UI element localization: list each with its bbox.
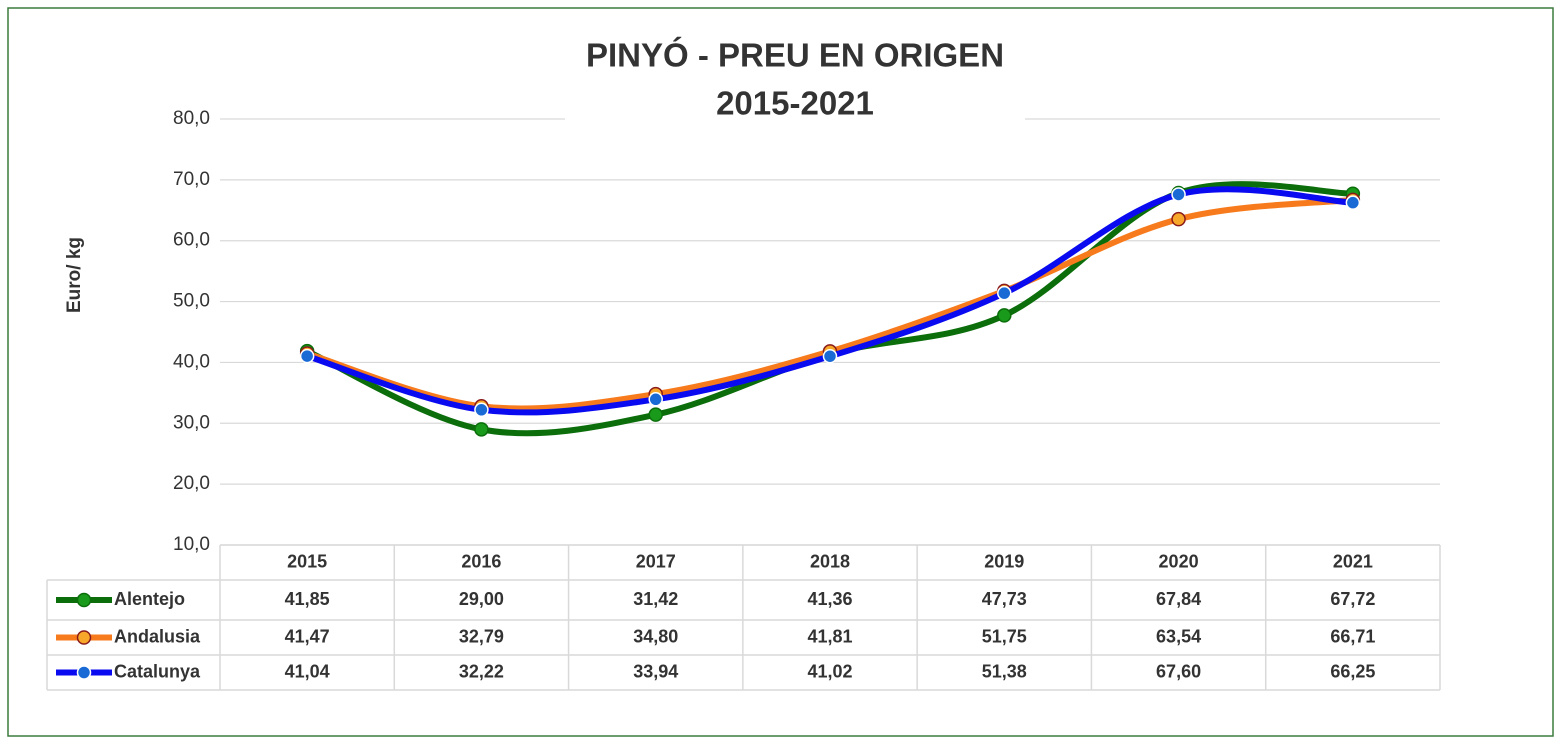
x-tick-label: 2016 [461, 551, 501, 571]
data-point [648, 407, 663, 422]
legend-marker [76, 665, 92, 680]
data-point [1171, 211, 1186, 227]
table-value: 34,80 [633, 626, 678, 646]
y-tick-label: 70,0 [173, 169, 210, 190]
data-point [299, 348, 315, 364]
data-point [822, 348, 838, 364]
table-value: 67,60 [1156, 661, 1201, 681]
y-axis-label: Euro/ kg [64, 237, 85, 313]
y-tick-label: 50,0 [173, 291, 210, 312]
data-point [997, 308, 1012, 323]
table-value: 51,38 [982, 661, 1027, 681]
table-value: 66,25 [1330, 661, 1375, 681]
table-value: 33,94 [633, 661, 678, 681]
y-tick-label: 80,0 [173, 108, 210, 129]
y-tick-label: 40,0 [173, 351, 210, 372]
y-tick-label: 60,0 [173, 230, 210, 251]
title-background [565, 30, 1025, 135]
data-point [997, 285, 1012, 301]
x-tick-label: 2015 [287, 551, 327, 571]
y-tick-label: 10,0 [173, 534, 210, 555]
table-value: 29,00 [459, 589, 504, 609]
table-value: 66,71 [1330, 626, 1375, 646]
y-tick-label: 30,0 [173, 412, 210, 433]
table-value: 41,85 [285, 589, 330, 609]
table-value: 41,36 [807, 589, 852, 609]
table-value: 63,54 [1156, 626, 1201, 646]
data-point [648, 392, 663, 407]
chart-title: PINYÓ - PREU EN ORIGEN [586, 37, 1004, 74]
x-tick-label: 2020 [1159, 551, 1199, 571]
x-tick-label: 2017 [636, 551, 676, 571]
table-value: 41,81 [807, 626, 852, 646]
table-value: 41,47 [285, 626, 330, 646]
table-value: 67,84 [1156, 589, 1201, 609]
x-tick-label: 2018 [810, 551, 850, 571]
data-point [1171, 187, 1186, 202]
table-value: 32,79 [459, 626, 504, 646]
table-value: 41,02 [807, 661, 852, 681]
x-tick-label: 2019 [984, 551, 1024, 571]
legend-label: Catalunya [114, 661, 201, 681]
legend-label: Andalusia [114, 626, 201, 646]
data-point [474, 402, 489, 418]
data-point [1345, 195, 1361, 210]
table-value: 47,73 [982, 589, 1027, 609]
table-value: 67,72 [1330, 589, 1375, 609]
x-tick-label: 2021 [1333, 551, 1373, 571]
y-tick-label: 20,0 [173, 473, 210, 494]
data-point [474, 422, 489, 437]
table-value: 51,75 [982, 626, 1027, 646]
legend-marker [76, 592, 92, 608]
legend-label: Alentejo [114, 589, 185, 609]
table-value: 31,42 [633, 589, 678, 609]
table-value: 41,04 [285, 661, 330, 681]
legend-marker [76, 630, 92, 645]
table-value: 32,22 [459, 661, 504, 681]
chart-title: 2015-2021 [716, 85, 874, 122]
